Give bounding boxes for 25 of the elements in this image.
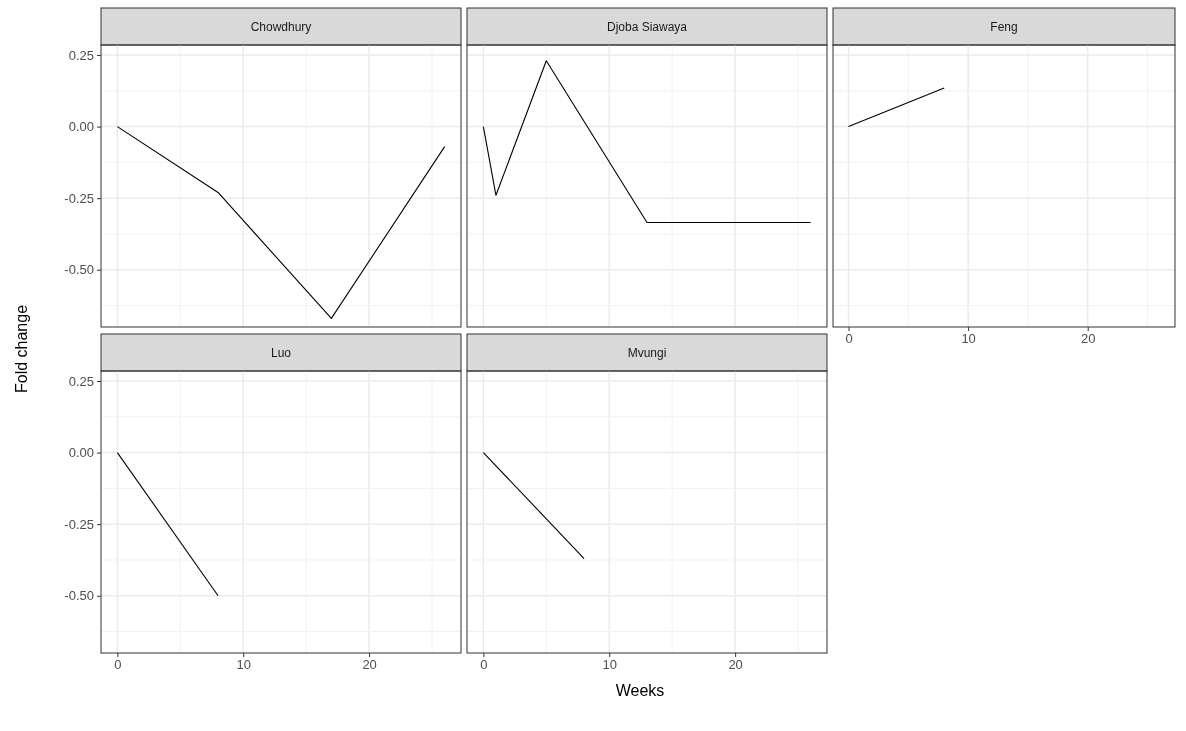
chart-title: Feng (990, 20, 1018, 34)
x-tick-label: 10 (236, 657, 251, 673)
x-tick-label: 20 (1080, 331, 1096, 347)
y-tick-label: -0.50 (64, 262, 94, 278)
x-tick-label: 10 (602, 657, 617, 673)
y-tick-label: 0.00 (68, 119, 94, 135)
x-tick-label: 10 (961, 331, 976, 347)
y-tick-label: 0.25 (68, 47, 94, 63)
line-series (116, 126, 446, 319)
y-tick-label: 0.00 (68, 445, 94, 461)
x-tick-label: 20 (362, 657, 377, 673)
x-tick-label: 0 (480, 657, 488, 673)
x-tick-label: 20 (728, 657, 743, 673)
y-tick-label: -0.25 (64, 516, 94, 532)
chart-title: Djoba Siawaya (606, 20, 688, 34)
y-tick-label: -0.50 (64, 588, 94, 604)
x-axis-title: Weeks (615, 682, 665, 699)
chart-title: Luo (270, 346, 292, 360)
y-axis-title: Fold change (13, 304, 30, 394)
chart-title: Mvungi (627, 346, 667, 360)
x-tick-label: 0 (114, 657, 122, 673)
chart-title: Chowdhury (250, 20, 312, 34)
y-tick-label: 0.25 (68, 373, 94, 389)
y-tick-label: -0.25 (64, 190, 94, 206)
x-tick-label: 0 (845, 331, 853, 347)
